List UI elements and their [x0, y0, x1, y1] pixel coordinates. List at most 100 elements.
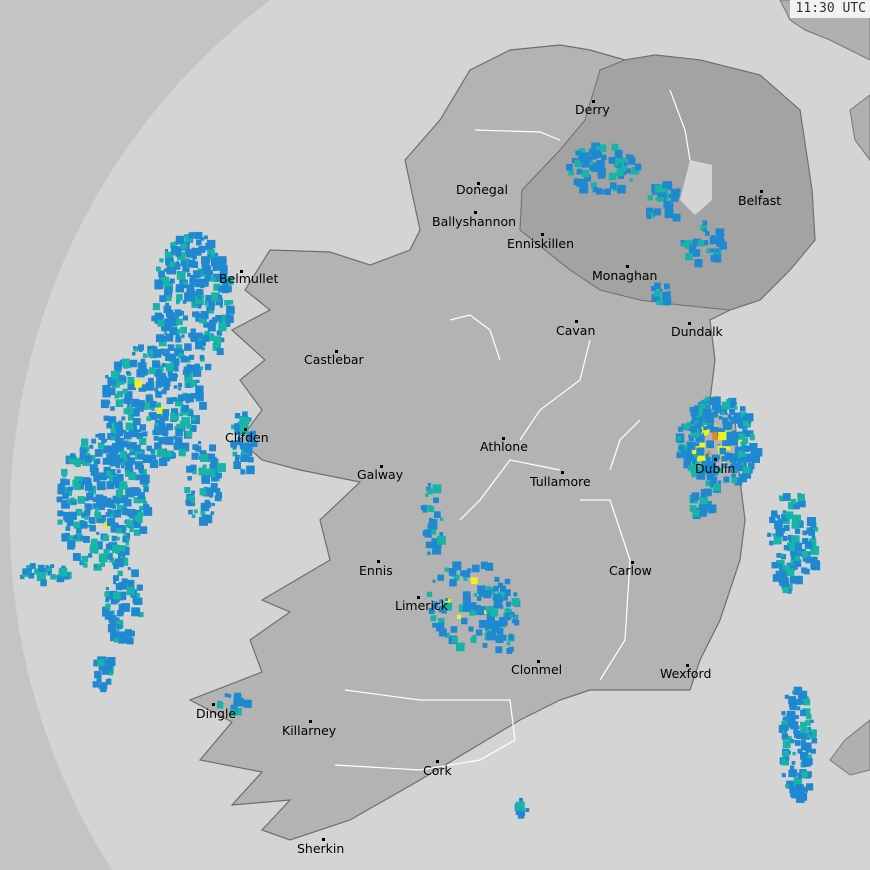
rain-echo	[204, 235, 208, 240]
rain-echo	[185, 393, 194, 403]
rain-echo	[701, 460, 709, 469]
rain-echo	[159, 348, 166, 355]
rain-echo	[747, 423, 751, 428]
rain-echo	[576, 181, 583, 187]
rain-echo	[76, 528, 82, 534]
rain-echo	[713, 254, 722, 263]
rain-echo	[183, 281, 188, 286]
rain-echo	[110, 406, 115, 411]
rain-echo	[119, 442, 125, 448]
rain-echo	[196, 239, 202, 246]
rain-echo	[801, 770, 809, 778]
rain-echo	[154, 280, 163, 290]
rain-echo	[686, 422, 694, 429]
rain-echo	[161, 322, 170, 332]
rain-echo	[105, 497, 112, 505]
rain-echo	[796, 794, 805, 803]
rain-echo	[672, 213, 681, 222]
rain-echo	[70, 535, 76, 541]
city-label-enniskillen: Enniskillen	[507, 236, 574, 251]
rain-echo	[195, 393, 204, 402]
rain-echo	[195, 392, 200, 397]
rain-echo	[81, 555, 89, 563]
rain-echo	[97, 659, 105, 667]
rain-echo	[187, 476, 192, 481]
rain-echo	[162, 409, 170, 416]
wales-landmass	[829, 719, 870, 776]
rain-echo	[140, 368, 148, 376]
rain-echo	[800, 694, 807, 701]
rain-echo	[781, 580, 790, 589]
rain-echo	[233, 695, 242, 704]
rain-echo	[579, 184, 589, 194]
rain-echo	[566, 163, 573, 171]
rain-echo	[434, 511, 441, 518]
rain-echo	[152, 303, 160, 311]
rain-echo	[186, 423, 192, 430]
rain-echo	[676, 188, 681, 193]
rain-echo	[513, 620, 520, 626]
rain-echo	[155, 402, 161, 408]
rain-echo	[453, 574, 460, 581]
rain-echo	[166, 423, 173, 431]
rain-echo	[150, 450, 156, 456]
city-marker	[537, 660, 540, 663]
rain-echo	[797, 748, 803, 754]
rain-echo	[462, 570, 471, 578]
rain-echo	[775, 528, 784, 537]
rain-echo	[112, 504, 117, 509]
rain-echo	[432, 579, 436, 583]
rain-echo	[500, 634, 507, 641]
city-label-wexford: Wexford	[660, 666, 712, 681]
rain-echo	[94, 521, 99, 526]
rain-echo	[81, 438, 89, 447]
rain-echo	[700, 504, 706, 510]
rain-echo	[67, 491, 72, 497]
rain-echo	[691, 470, 698, 478]
rain-echo	[794, 555, 800, 562]
rain-echo	[775, 570, 782, 577]
rain-echo	[462, 591, 471, 599]
rain-echo	[208, 304, 215, 311]
rain-echo	[104, 591, 110, 597]
rain-echo	[186, 382, 192, 388]
rain-echo	[801, 550, 809, 558]
rain-echo	[155, 430, 161, 436]
rain-echo	[199, 354, 205, 360]
rain-echo	[718, 432, 727, 441]
rain-echo	[574, 160, 582, 168]
rain-echo	[767, 532, 772, 537]
city-label-dingle: Dingle	[196, 706, 237, 721]
rain-echo	[436, 535, 446, 545]
rain-echo	[576, 168, 583, 175]
rain-echo	[519, 810, 526, 816]
rain-echo	[219, 337, 225, 343]
rain-echo	[694, 442, 698, 447]
rain-echo	[462, 596, 471, 605]
rain-echo	[793, 782, 797, 787]
rain-echo	[136, 584, 143, 591]
city-label-cork: Cork	[423, 763, 452, 778]
rain-echo	[781, 773, 786, 778]
rain-echo	[127, 381, 136, 391]
rain-echo	[125, 470, 130, 475]
rain-echo	[715, 231, 724, 240]
rain-echo	[122, 388, 128, 394]
rain-echo	[125, 487, 133, 495]
rain-echo	[185, 430, 193, 438]
rain-echo	[658, 196, 665, 202]
rain-echo	[127, 508, 136, 517]
rain-echo	[134, 515, 139, 521]
rain-echo	[217, 256, 227, 266]
rain-echo	[782, 740, 791, 749]
rain-echo	[216, 330, 223, 336]
rain-echo	[112, 495, 121, 504]
rain-echo	[128, 426, 138, 435]
rain-echo	[728, 397, 737, 407]
rain-echo	[706, 440, 714, 449]
rain-echo	[681, 242, 686, 247]
rain-echo	[495, 646, 503, 654]
rain-echo	[444, 567, 449, 572]
rain-echo	[219, 304, 223, 308]
